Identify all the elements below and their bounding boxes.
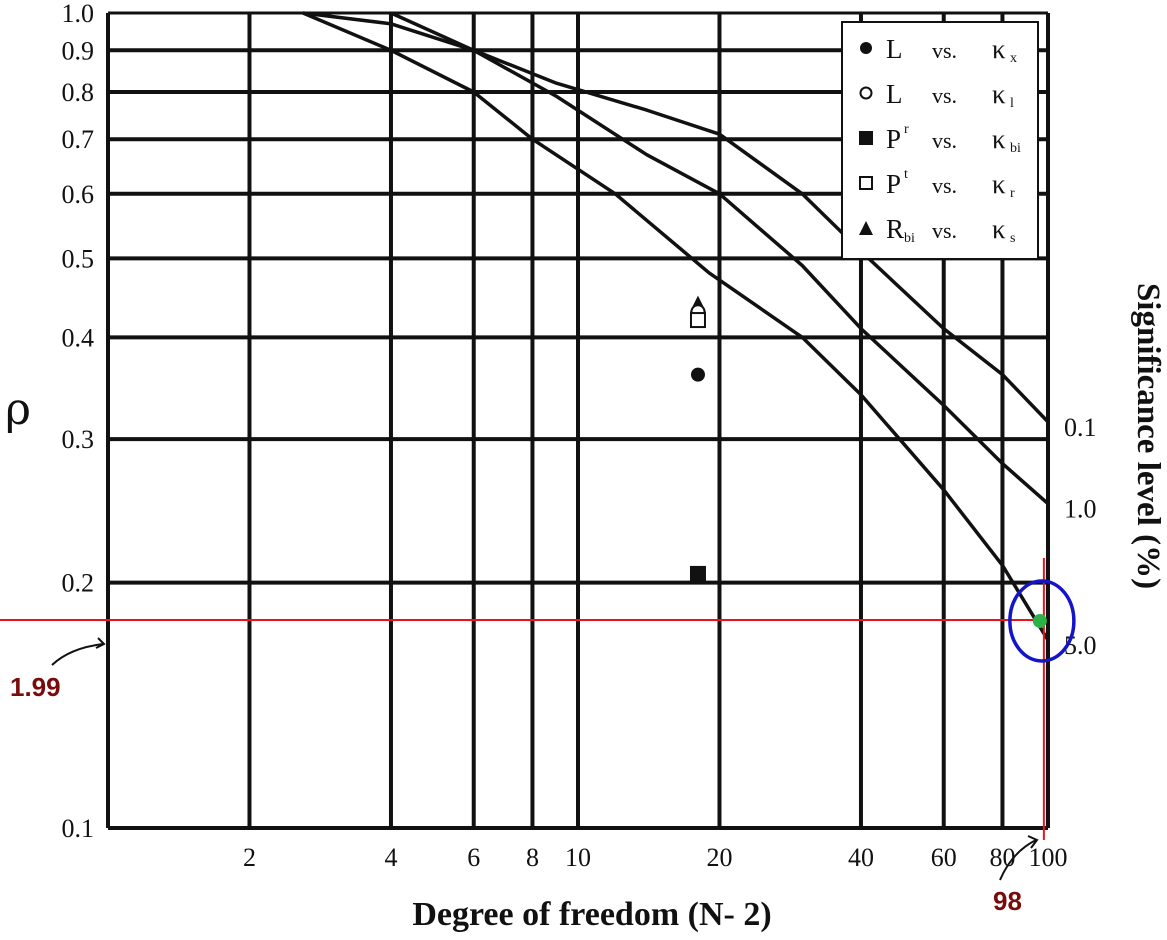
legend-marker-open-circle (859, 86, 873, 100)
data-point-filled-square (689, 565, 706, 582)
legend-var: P (886, 124, 901, 154)
legend-vs: vs. (932, 128, 957, 153)
x-tick-label: 8 (526, 843, 539, 872)
data-point-filled-circle (690, 367, 705, 382)
legend-kappa: κ (992, 124, 1006, 154)
x-tick-label: 80 (989, 843, 1015, 872)
legend-kappa-sub: bi (1010, 141, 1021, 156)
y-tick-label: 0.4 (62, 323, 95, 352)
y-tick-label: 0.7 (62, 125, 95, 154)
y-tick-label: 0.8 (62, 78, 95, 107)
highlight-point (1032, 613, 1047, 628)
arrowhead-x-readout (1027, 835, 1039, 849)
series-label: 0.1 (1064, 413, 1097, 442)
legend-var-sup: t (904, 167, 908, 182)
legend-var-sub: bi (904, 231, 915, 246)
legend-var: L (886, 79, 903, 109)
x-tick-label: 2 (243, 843, 256, 872)
x-tick-label: 4 (384, 843, 397, 872)
x-tick-label: 6 (467, 843, 480, 872)
data-point-open-square (689, 312, 706, 329)
legend-box (841, 21, 1039, 260)
legend-vs: vs. (932, 83, 957, 108)
x-axis-title: Degree of freedom (N- 2) (412, 896, 771, 933)
legend-vs: vs. (932, 38, 957, 63)
significance-axis-title: Significance level (%) (1130, 283, 1166, 589)
legend-var-sup: r (904, 122, 909, 137)
x-tick-label: 60 (931, 843, 957, 872)
y-tick-label: 0.2 (62, 569, 95, 598)
data-points (689, 295, 706, 582)
arrow-y-readout (51, 643, 104, 666)
legend-marker-filled-circle (860, 42, 872, 54)
legend-kappa-sub: r (1010, 186, 1015, 201)
legend-kappa: κ (992, 169, 1006, 199)
legend-vs: vs. (932, 173, 957, 198)
legend-kappa: κ (992, 79, 1006, 109)
legend-var: L (886, 34, 903, 64)
series-label: 5.0 (1064, 631, 1097, 660)
curve-1.0 (390, 11, 1050, 506)
legend-var: P (886, 169, 901, 199)
highlight-circle (1008, 579, 1076, 663)
tick-labels: 0.1 1.0 5.0 2 4 6 8 10 20 40 60 80 100 0.1 0.2 0.3 0.4 0.… (62, 0, 1097, 872)
x-tick-label: 40 (848, 843, 874, 872)
x-tick-label: 100 (1029, 843, 1068, 872)
legend-vs: vs. (932, 218, 957, 243)
y-tick-label: 0.9 (62, 36, 95, 65)
x-tick-label: 10 (565, 843, 591, 872)
curve-5.0 (302, 11, 1050, 642)
x-tick-label: 20 (706, 843, 732, 872)
arrow-x-readout (999, 839, 1037, 881)
y-tick-label: 0.1 (62, 814, 95, 843)
y-tick-label: 0.3 (62, 425, 95, 454)
y-readout-label: 1.99 (10, 672, 61, 702)
legend-var: R (886, 214, 904, 244)
legend-kappa-sub: x (1010, 51, 1017, 66)
series-label: 1.0 (1064, 495, 1097, 524)
legend-marker-filled-triangle (859, 221, 873, 235)
annotations: 1.99 98 (0, 558, 1076, 916)
curves (302, 11, 1050, 642)
y-axis-title: ρ (5, 384, 31, 435)
legend-kappa: κ (992, 34, 1006, 64)
legend-kappa-sub: s (1010, 231, 1015, 246)
arrowhead-y-readout (95, 637, 106, 649)
legend-kappa: κ (992, 214, 1006, 244)
x-readout-label: 98 (993, 886, 1022, 916)
legend-kappa-sub: l (1010, 96, 1014, 111)
y-tick-label: 1.0 (62, 0, 95, 28)
grid (106, 11, 1050, 830)
curve-0.1 (302, 11, 1050, 424)
legend-marker-open-square (859, 176, 873, 190)
legend-marker-filled-square (859, 131, 873, 145)
y-tick-label: 0.6 (62, 180, 95, 209)
y-tick-label: 0.5 (62, 244, 95, 273)
